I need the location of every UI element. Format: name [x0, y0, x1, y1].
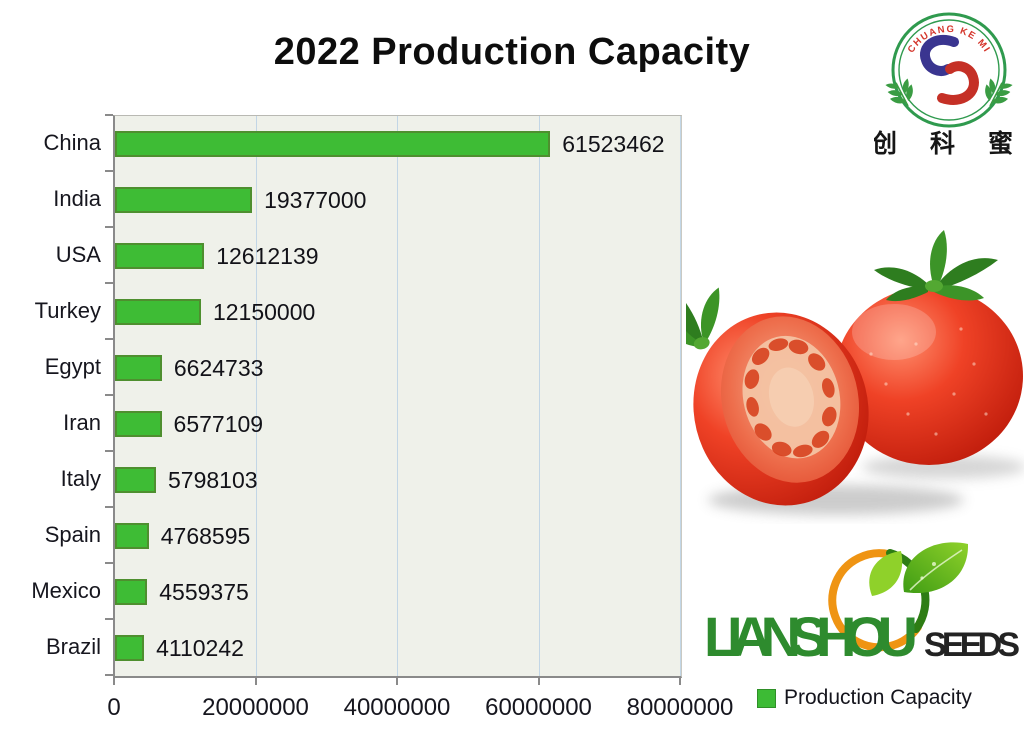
category-label: Mexico — [31, 578, 101, 603]
logo-inner-ring — [898, 19, 1000, 121]
legend-label: Production Capacity — [784, 686, 972, 709]
gridline — [680, 116, 681, 676]
y-axis-tick — [105, 450, 113, 452]
bar — [115, 467, 157, 493]
x-axis-tick — [254, 677, 257, 685]
category-label: Spain — [44, 522, 101, 547]
bar-value-label: 61523462 — [562, 131, 665, 157]
x-axis-tick — [679, 677, 681, 685]
bar-value-label: 4768595 — [160, 523, 251, 549]
bar — [115, 355, 162, 381]
bar-value-label: 6577109 — [173, 411, 264, 437]
y-axis-tick — [105, 338, 113, 340]
logo-emblem-icon — [920, 35, 979, 105]
y-axis-tick — [105, 618, 113, 620]
y-axis-tick — [105, 170, 113, 172]
wheat-icon — [885, 78, 1013, 107]
x-axis-tick — [396, 677, 398, 685]
production-chart: 61523462 19377000 12612139 12150000 6624733 6… — [31, 114, 733, 721]
bar-value-label: 4110242 — [156, 635, 244, 661]
y-axis-tick — [105, 562, 113, 564]
y-axis-tick — [105, 282, 113, 284]
bar — [115, 131, 551, 157]
x-axis-tick — [113, 677, 115, 685]
company-logo: CHUANG KE MI — [874, 12, 1024, 158]
tomatoes-image — [686, 230, 1024, 515]
y-axis-tick — [105, 394, 113, 396]
y-axis-tick — [105, 114, 113, 116]
y-axis-tick — [105, 226, 113, 228]
category-label: USA — [55, 242, 101, 267]
bar — [115, 411, 162, 437]
page-title: 2022 Production Capacity — [273, 31, 751, 73]
bar-value-label: 4559375 — [159, 579, 249, 605]
bar — [115, 579, 148, 605]
tomato-seeds — [744, 338, 837, 458]
y-axis-tick — [105, 674, 113, 676]
x-axis-tick — [537, 677, 540, 685]
bar — [115, 523, 149, 549]
gridline — [255, 116, 257, 676]
legend-swatch — [757, 688, 776, 708]
gridline — [538, 116, 540, 676]
brand-suffix: SEEDS — [924, 626, 1020, 664]
bar — [115, 243, 205, 269]
y-axis-tick — [105, 506, 113, 508]
bar — [115, 635, 145, 661]
lianshou-leaves-icon — [869, 542, 969, 596]
category-label: Brazil — [45, 634, 101, 659]
category-label: India — [53, 186, 101, 211]
category-label: Iran — [63, 410, 101, 435]
bar-value-label: 5798103 — [168, 467, 258, 493]
gridline — [397, 116, 398, 676]
lianshou-logo: LIANSHOU SEEDS — [704, 542, 1020, 668]
half-tomato-sepals — [686, 287, 720, 350]
bar-value-label: 19377000 — [264, 187, 367, 213]
half-tomato — [686, 287, 869, 506]
plot-area: 61523462 19377000 12612139 12150000 6624733 6… — [113, 115, 682, 678]
bar — [115, 187, 253, 213]
whole-tomato — [835, 230, 1023, 465]
category-label: Egypt — [44, 354, 101, 379]
logo-chinese-text: 创 科 蜜 — [874, 129, 1024, 158]
bar — [115, 299, 201, 325]
bar-value-label: 6624733 — [173, 355, 264, 381]
bar-value-label: 12150000 — [212, 299, 316, 325]
category-label: China — [43, 130, 101, 155]
bar-value-label: 12612139 — [216, 243, 319, 269]
brand-name: LIANSHOU — [704, 605, 918, 668]
category-label: Italy — [60, 466, 101, 491]
legend: Production Capacity — [757, 686, 972, 710]
category-label: Turkey — [34, 298, 101, 323]
